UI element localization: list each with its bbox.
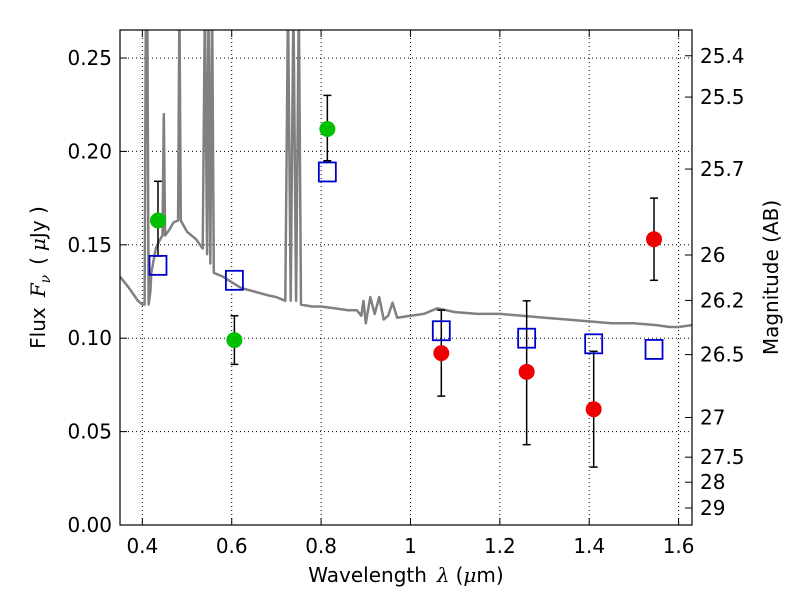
y2-tick-label: 26 [700,243,725,267]
y-tick-label: 0.20 [67,139,112,163]
y-tick-label: 0.00 [67,513,112,537]
y-tick-label: 0.05 [67,420,112,444]
data-markers [148,94,664,468]
x-tick-label: 1.6 [663,534,695,558]
x-tick-label: 1.4 [573,534,605,558]
y-tick-label: 0.25 [67,46,112,70]
y2-tick-label: 25.5 [700,85,745,109]
model-point [224,269,244,291]
plot-frame [119,29,693,526]
y2-tick-label: 27 [700,406,725,430]
data-point [433,345,450,362]
model-point [431,320,451,342]
y-tick-label: 0.10 [67,326,112,350]
data-point [149,212,166,229]
data-point [226,332,243,349]
y2-tick-label: 29 [700,496,725,520]
spectrum-line [120,30,692,329]
y2-tick-label: 25.4 [700,44,745,68]
y2-tick-label: 26.2 [700,288,745,312]
y2-tick-label: 28 [700,470,725,494]
y2-tick-label: 26.5 [700,343,745,367]
data-point [319,121,336,137]
y-tick-label: 0.15 [67,233,112,257]
axis-ticks: 0.4 0.6 0.8 1 1.2 1.4 1.6 0.00 0.05 0.10 0.15 0.20 0… [67,30,745,558]
y-axis-label: FluxFν(μJy ) [26,206,54,349]
model-point [517,327,537,349]
model-point [644,339,664,360]
x-tick-label: 0.6 [216,534,248,558]
x-tick-label: 0.8 [305,534,337,558]
x-tick-label: 1.2 [484,534,516,558]
x-axis-label: Wavelength λ (μm) [308,563,503,587]
data-point [646,231,663,248]
model-point [148,254,168,276]
x-tick-label: 1 [404,534,417,558]
data-point [518,363,535,380]
data-point [585,401,602,418]
y2-axis-label: Magnitude (AB) [759,200,783,355]
y2-tick-label: 25.7 [700,157,745,181]
model-spectrum [120,30,692,329]
model-point [317,161,337,183]
y2-tick-label: 27.5 [700,445,745,469]
model-point [584,333,604,355]
x-tick-label: 0.4 [126,534,158,558]
